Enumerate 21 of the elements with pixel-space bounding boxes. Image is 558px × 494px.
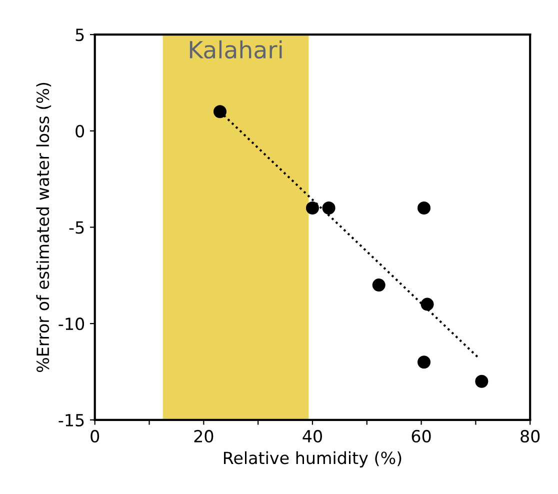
x-tick-label: 80 <box>520 430 540 443</box>
y-tick-label: -5 <box>69 221 84 234</box>
point <box>420 298 434 311</box>
x-axis-title: Relative humidity (%) <box>224 451 402 468</box>
point <box>306 201 319 214</box>
y-tick-label: 0 <box>76 124 84 138</box>
y-tick-label: -15 <box>58 414 84 426</box>
x-tick-label: 60 <box>412 430 431 443</box>
y-axis-title: %Error of estimated water loss (%) <box>36 82 52 372</box>
band-label: Kalahari <box>190 40 282 59</box>
y-tick-label: 5 <box>76 28 84 42</box>
x-tick-label: 40 <box>302 430 322 443</box>
x-tick-label: 20 <box>194 430 214 443</box>
y-tick-label: -10 <box>58 318 84 330</box>
point <box>322 201 336 214</box>
point <box>418 356 431 369</box>
point <box>418 201 431 214</box>
x-tick-label: 0 <box>90 430 100 443</box>
point <box>475 374 488 388</box>
point <box>213 105 226 118</box>
point <box>372 278 386 292</box>
